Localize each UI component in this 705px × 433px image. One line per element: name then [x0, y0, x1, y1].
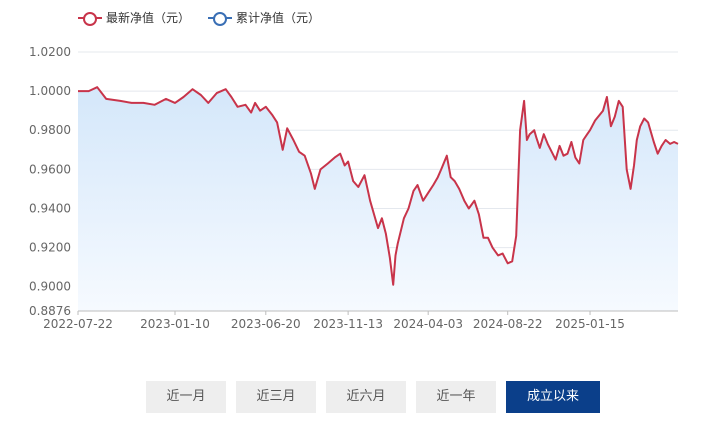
legend-line-circle-icon — [208, 11, 233, 26]
x-tick-label: 2023-01-10 — [140, 317, 210, 330]
y-tick-label: 0.9800 — [29, 123, 71, 137]
y-tick-label: 0.9400 — [29, 201, 71, 215]
legend-label: 累计净值（元） — [236, 11, 321, 25]
legend-item-cumulative-nav[interactable]: 累计净值（元） — [208, 9, 320, 26]
range-selector: 近一月 近三月 近六月 近一年 成立以来 — [146, 381, 600, 413]
y-tick-label: 0.9000 — [29, 280, 71, 294]
y-tick-label: 1.0000 — [29, 84, 71, 98]
x-tick-label: 2024-08-22 — [473, 317, 543, 330]
range-since-inception-button[interactable]: 成立以来 — [506, 381, 600, 413]
y-tick-label: 0.8876 — [29, 304, 71, 318]
y-tick-label: 0.9600 — [29, 162, 71, 176]
y-axis-ticks: 1.0200 1.0000 0.9800 0.9600 0.9400 0.9200 0.90… — [29, 45, 71, 318]
nav-line-chart: 1.0200 1.0000 0.9800 0.9600 0.9400 0.9200 0.90… — [29, 45, 679, 330]
x-tick-label: 2025-01-15 — [555, 317, 625, 330]
x-tick-label: 2024-04-03 — [393, 317, 463, 330]
x-tick-label: 2022-07-22 — [43, 317, 113, 330]
series-line-latest-nav — [78, 86, 679, 286]
x-tick-label: 2023-11-13 — [313, 317, 383, 330]
chart-legend: 最新净值（元） 累计净值（元） — [78, 9, 320, 26]
x-axis-ticks: 2022-07-22 2023-01-10 2023-06-20 2023-11-13… — [43, 311, 625, 330]
range-6-months-button[interactable]: 近六月 — [326, 381, 406, 413]
y-tick-label: 1.0200 — [29, 45, 71, 59]
x-tick-label: 2023-06-20 — [231, 317, 301, 330]
nav-area-fill — [78, 87, 678, 311]
legend-label: 最新净值（元） — [106, 11, 191, 25]
legend-line-circle-icon — [78, 11, 102, 26]
legend-item-latest-nav[interactable]: 最新净值（元） — [78, 9, 190, 26]
range-1-year-button[interactable]: 近一年 — [416, 381, 496, 413]
y-tick-label: 0.9200 — [29, 241, 71, 255]
range-3-months-button[interactable]: 近三月 — [236, 381, 316, 413]
range-1-month-button[interactable]: 近一月 — [146, 381, 226, 413]
